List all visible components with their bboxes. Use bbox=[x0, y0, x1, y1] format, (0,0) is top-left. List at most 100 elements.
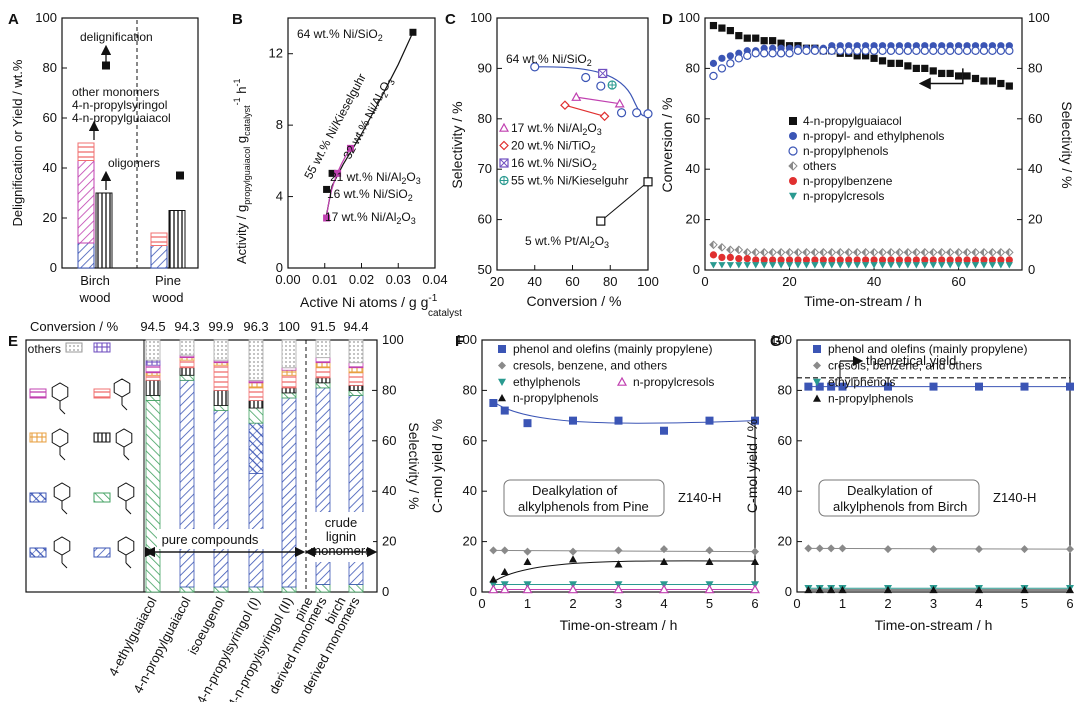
alkyl-chain-icon bbox=[59, 408, 66, 415]
y-axis-label: C-mol yield / % bbox=[429, 419, 445, 513]
data-point bbox=[938, 69, 946, 78]
alkyl-chain-icon bbox=[121, 404, 128, 411]
data-point bbox=[735, 32, 743, 40]
data-point bbox=[819, 262, 827, 269]
data-point bbox=[660, 557, 668, 565]
data-point bbox=[614, 560, 623, 568]
data-point bbox=[878, 262, 887, 269]
bar-oligomers bbox=[168, 210, 186, 269]
y-tick-label: 80 bbox=[463, 382, 477, 397]
bar-segment bbox=[145, 359, 161, 366]
x-tick-label: 0 bbox=[793, 596, 800, 611]
data-point-cross bbox=[608, 81, 617, 90]
bar-segment bbox=[145, 339, 161, 361]
y-axis-label: Conversion / % bbox=[659, 98, 675, 193]
bar-segment bbox=[179, 586, 195, 593]
fit-line-alumina bbox=[325, 148, 351, 219]
bar-segment bbox=[179, 359, 195, 369]
data-point bbox=[878, 256, 887, 264]
data-point-half bbox=[794, 248, 798, 256]
data-point bbox=[718, 262, 726, 269]
data-point-half bbox=[802, 248, 807, 256]
data-point bbox=[813, 345, 821, 353]
label-part: 2 bbox=[401, 176, 406, 186]
data-point bbox=[794, 262, 802, 269]
data-point bbox=[705, 546, 714, 555]
y-axis-label: Activity / gpropylguaiacol gcatalyst-1 h… bbox=[232, 78, 252, 264]
fit-line bbox=[325, 32, 414, 215]
legend-label: 4-n-propylguaiacol bbox=[803, 114, 902, 128]
data-point bbox=[955, 262, 963, 269]
x-axis-label: Time-on-stream / h bbox=[875, 617, 993, 633]
x-axis-label-sub: catalyst bbox=[428, 308, 462, 319]
data-point bbox=[887, 59, 895, 67]
data-point-half bbox=[938, 248, 942, 256]
data-point bbox=[789, 117, 797, 125]
x-tick-label: 0.02 bbox=[349, 272, 374, 287]
label-part: 2 bbox=[582, 127, 587, 137]
data-point bbox=[802, 46, 811, 55]
x-tick-label: 0.04 bbox=[422, 272, 447, 287]
data-point bbox=[717, 64, 727, 73]
series-line bbox=[564, 104, 605, 117]
data-point bbox=[819, 256, 827, 264]
data-point bbox=[735, 255, 743, 263]
x-tick-label: 80 bbox=[603, 274, 617, 289]
data-point bbox=[929, 256, 937, 264]
legend-swatch bbox=[93, 492, 111, 503]
label-part: catalyst bbox=[242, 105, 252, 136]
data-point bbox=[500, 406, 509, 415]
y-tick-label: 100 bbox=[35, 10, 57, 25]
y-tick-label-right: 100 bbox=[382, 332, 404, 347]
alkyl-chain-icon bbox=[125, 562, 132, 569]
data-point-half bbox=[955, 248, 959, 256]
bar-segment bbox=[315, 367, 331, 379]
data-point bbox=[853, 262, 861, 269]
x-tick-label: 20 bbox=[490, 274, 504, 289]
y-tick-label: 0 bbox=[785, 584, 792, 599]
data-point bbox=[815, 585, 824, 594]
data-point bbox=[489, 399, 498, 407]
annotation: theoretical yield bbox=[866, 353, 956, 368]
bar-segment bbox=[145, 379, 161, 396]
legend-label: others bbox=[803, 159, 836, 173]
bar-segment bbox=[213, 405, 229, 411]
data-point bbox=[789, 192, 797, 200]
conversion-value: 96.3 bbox=[243, 319, 268, 334]
conversion-value: 91.5 bbox=[310, 319, 335, 334]
data-point bbox=[904, 62, 912, 70]
y-axis-label: Delignification or Yield / wt.% bbox=[10, 59, 25, 226]
x-category-label: 4-n-propylsyringol (I) bbox=[193, 594, 262, 702]
y-tick-label: 70 bbox=[478, 161, 492, 176]
benzene-ring-icon bbox=[51, 382, 69, 402]
data-point bbox=[963, 72, 971, 80]
data-point bbox=[704, 584, 715, 594]
data-point bbox=[921, 262, 929, 269]
conversion-header: Conversion / % bbox=[30, 319, 119, 334]
point-label: 17 wt.% Ni/Al2O3 bbox=[325, 210, 416, 226]
x-category-label: wood bbox=[151, 290, 183, 305]
data-point-half bbox=[853, 248, 858, 256]
data-point bbox=[938, 262, 946, 269]
data-point bbox=[945, 46, 955, 55]
label-part: O bbox=[406, 170, 415, 184]
legend-label: 20 wt.% Ni/TiO2 bbox=[511, 139, 596, 155]
data-point bbox=[946, 256, 954, 264]
x-tick-label: 20 bbox=[782, 274, 796, 289]
data-point bbox=[751, 416, 759, 425]
data-point bbox=[975, 585, 983, 594]
y-tick-label-right: 20 bbox=[382, 534, 396, 549]
legend-label: 55 wt.% Ni/Kieselguhr bbox=[511, 174, 628, 188]
legend-swatch bbox=[93, 388, 111, 399]
x-tick-label: 3 bbox=[615, 596, 622, 611]
data-point bbox=[499, 140, 509, 151]
conversion-value: 99.9 bbox=[208, 319, 233, 334]
panel-label: E bbox=[8, 333, 18, 350]
data-point-half bbox=[963, 248, 968, 256]
data-point-half bbox=[887, 248, 891, 256]
y-tick-label: 60 bbox=[463, 433, 477, 448]
data-point bbox=[1020, 585, 1029, 594]
data-point-half bbox=[760, 248, 765, 256]
data-point bbox=[643, 109, 653, 119]
data-point bbox=[887, 256, 895, 264]
